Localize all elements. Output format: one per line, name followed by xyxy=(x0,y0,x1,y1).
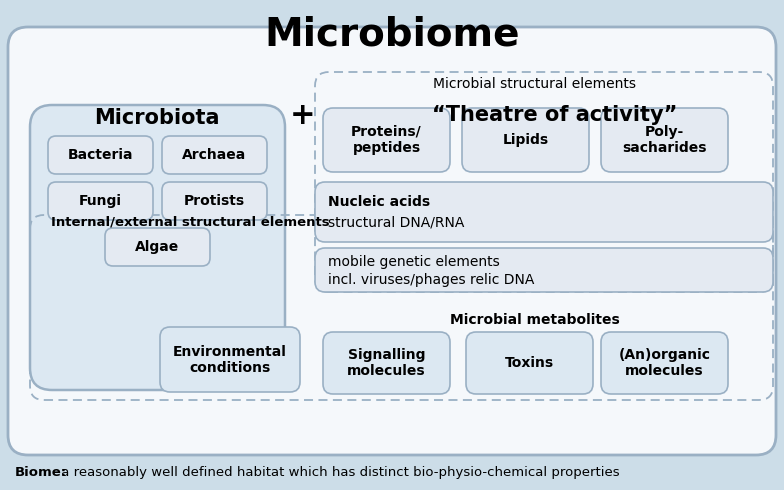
FancyBboxPatch shape xyxy=(8,27,776,455)
FancyBboxPatch shape xyxy=(162,182,267,220)
Text: Lipids: Lipids xyxy=(503,133,549,147)
Text: Nucleic acids: Nucleic acids xyxy=(328,195,430,209)
Text: Internal/external structural elements: Internal/external structural elements xyxy=(51,216,329,228)
Text: (An)organic
molecules: (An)organic molecules xyxy=(619,348,710,378)
Text: mobile genetic elements: mobile genetic elements xyxy=(328,255,499,269)
Text: Protists: Protists xyxy=(184,194,245,208)
Text: Microbiome: Microbiome xyxy=(264,16,520,54)
Text: Fungi: Fungi xyxy=(79,194,122,208)
Text: Archaea: Archaea xyxy=(183,148,247,162)
FancyBboxPatch shape xyxy=(323,332,450,394)
FancyBboxPatch shape xyxy=(462,108,589,172)
Text: Microbial structural elements: Microbial structural elements xyxy=(434,77,637,91)
Text: Biome:: Biome: xyxy=(15,466,67,479)
Text: Signalling
molecules: Signalling molecules xyxy=(347,348,426,378)
Text: Proteins/
peptides: Proteins/ peptides xyxy=(351,125,422,155)
Text: Algae: Algae xyxy=(136,240,180,254)
Text: incl. viruses/phages relic DNA: incl. viruses/phages relic DNA xyxy=(328,273,535,287)
FancyBboxPatch shape xyxy=(323,108,450,172)
FancyBboxPatch shape xyxy=(315,182,773,242)
FancyBboxPatch shape xyxy=(105,228,210,266)
FancyBboxPatch shape xyxy=(30,105,285,390)
Text: a reasonably well defined habitat which has distinct bio-physio-chemical propert: a reasonably well defined habitat which … xyxy=(57,466,619,479)
Text: structural DNA/RNA: structural DNA/RNA xyxy=(328,215,464,229)
FancyBboxPatch shape xyxy=(48,136,153,174)
Text: “Theatre of activity”: “Theatre of activity” xyxy=(432,105,677,125)
Text: +: + xyxy=(290,100,316,129)
FancyBboxPatch shape xyxy=(160,327,300,392)
Text: Environmental
conditions: Environmental conditions xyxy=(173,345,287,375)
FancyBboxPatch shape xyxy=(48,182,153,220)
Text: Toxins: Toxins xyxy=(505,356,554,370)
FancyBboxPatch shape xyxy=(162,136,267,174)
FancyBboxPatch shape xyxy=(601,108,728,172)
Text: Bacteria: Bacteria xyxy=(67,148,133,162)
FancyBboxPatch shape xyxy=(315,248,773,292)
FancyBboxPatch shape xyxy=(601,332,728,394)
FancyBboxPatch shape xyxy=(466,332,593,394)
Text: Microbiota: Microbiota xyxy=(94,108,220,128)
Text: Poly-
sacharides: Poly- sacharides xyxy=(622,125,706,155)
FancyBboxPatch shape xyxy=(315,72,773,292)
Text: Microbial metabolites: Microbial metabolites xyxy=(450,313,620,327)
